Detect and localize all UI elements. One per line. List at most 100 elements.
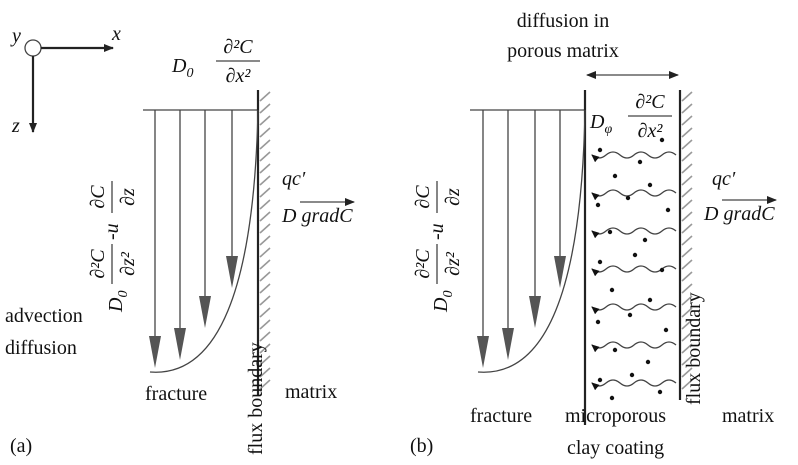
numerator: ∂²C	[635, 91, 665, 113]
hatch-line	[259, 331, 271, 342]
arrow-head	[174, 328, 186, 360]
process-label: advection	[5, 305, 83, 327]
numerator: ∂²C	[412, 249, 434, 279]
particle	[609, 395, 615, 401]
particle	[597, 259, 603, 265]
particle	[612, 347, 618, 353]
hatch-line	[681, 331, 693, 342]
hatch-line	[259, 115, 271, 126]
particle	[629, 372, 635, 378]
particle	[597, 147, 603, 153]
denominator: ∂z²	[117, 251, 139, 276]
hatch-line	[681, 199, 693, 210]
subscript: 0	[441, 291, 456, 298]
hatch-line	[681, 307, 693, 318]
side-equation: D0 ∂²C ∂z² -u ∂C ∂z	[412, 181, 464, 313]
coating-diffusion	[591, 137, 677, 401]
hatch-line	[259, 127, 271, 138]
vector: gradC	[301, 205, 353, 227]
diffusion-arrow	[591, 227, 677, 239]
hatch-line	[259, 91, 271, 102]
particle	[612, 173, 618, 179]
particle	[647, 297, 653, 303]
axis-label: y	[10, 25, 21, 47]
coefficient: D	[171, 55, 187, 77]
boundary-label: flux boundary	[683, 292, 705, 405]
denominator: ∂x²	[226, 65, 252, 87]
hatch-line	[259, 199, 271, 210]
hatch-line	[259, 355, 271, 366]
hatch-line	[681, 343, 693, 354]
coefficient: D	[703, 203, 719, 225]
hatch-line	[259, 211, 271, 222]
fracture-label: fracture	[145, 383, 207, 405]
hatch-line	[681, 235, 693, 246]
hatch-line	[259, 247, 271, 258]
diffusion-arrow	[591, 151, 677, 163]
particle	[595, 202, 601, 208]
flux-label: qc′	[282, 168, 306, 190]
hatch-line	[259, 139, 271, 150]
flux-label: qc′	[712, 168, 736, 190]
equation-coefficient: D0	[105, 291, 131, 313]
denominator: ∂z²	[442, 251, 464, 276]
particle	[625, 195, 631, 201]
hatch-line	[259, 271, 271, 282]
hatch-line	[681, 319, 693, 330]
hatch-line	[681, 103, 693, 114]
side-equation: D0 ∂²C ∂z² -u ∂C ∂z	[87, 181, 139, 313]
coefficient: D	[281, 205, 297, 227]
particle	[607, 229, 613, 235]
particle	[659, 137, 665, 143]
matrix-label: matrix	[285, 381, 337, 403]
axis-label: z	[11, 115, 20, 137]
boundary-label: flux boundary	[245, 342, 267, 455]
particle	[663, 327, 669, 333]
flux-vector: D gradC	[281, 205, 353, 227]
particle	[657, 389, 663, 395]
axis-label: x	[111, 23, 121, 45]
hatch-line	[681, 223, 693, 234]
particle	[637, 159, 643, 165]
arrow-head	[477, 336, 489, 368]
particle	[659, 267, 665, 273]
header: porous matrix	[507, 40, 619, 62]
particle	[647, 182, 653, 188]
vector: gradC	[723, 203, 775, 225]
boundary-hatching	[259, 91, 271, 390]
numerator: ∂C	[412, 185, 434, 209]
hatch-line	[259, 379, 271, 390]
diffusion-arrow	[591, 189, 677, 201]
panel-label: (a)	[10, 435, 32, 457]
hatch-line	[259, 343, 271, 354]
panel-label: (b)	[410, 435, 433, 457]
hatch-line	[681, 127, 693, 138]
hatch-line	[259, 103, 271, 114]
hatch-line	[681, 211, 693, 222]
hatch-line	[681, 355, 693, 366]
particle	[665, 207, 671, 213]
subscript: φ	[604, 122, 612, 137]
particle	[597, 377, 603, 383]
hatch-line	[681, 295, 693, 306]
arrow-head	[502, 328, 514, 360]
equation-coefficient: D0	[430, 291, 456, 313]
diffusion-arrow	[591, 341, 677, 353]
flux-vector: D gradC	[703, 203, 775, 225]
denominator: ∂x²	[638, 120, 664, 142]
hatch-line	[681, 283, 693, 294]
hatch-line	[681, 259, 693, 270]
hatch-line	[681, 91, 693, 102]
hatch-line	[259, 187, 271, 198]
hatch-line	[681, 367, 693, 378]
denominator: ∂z	[117, 188, 139, 206]
hatch-line	[681, 247, 693, 258]
hatch-line	[259, 175, 271, 186]
hatch-line	[681, 151, 693, 162]
equation-coefficient: Dφ	[589, 111, 612, 137]
header: diffusion in	[517, 10, 609, 32]
process-label: diffusion	[5, 337, 77, 359]
coating-label: clay coating	[567, 437, 664, 459]
particle	[642, 237, 648, 243]
